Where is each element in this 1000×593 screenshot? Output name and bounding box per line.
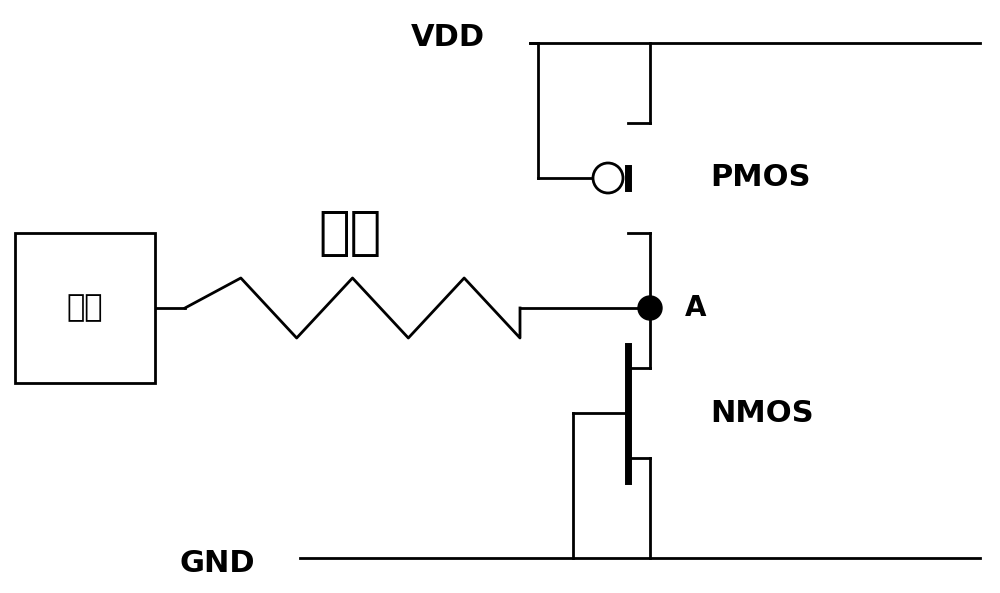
- Circle shape: [593, 163, 623, 193]
- Text: 婊盘: 婊盘: [67, 294, 103, 323]
- Text: GND: GND: [179, 549, 255, 578]
- Text: NMOS: NMOS: [710, 398, 814, 428]
- Text: 电阻: 电阻: [318, 207, 382, 259]
- FancyBboxPatch shape: [15, 233, 155, 383]
- Text: PMOS: PMOS: [710, 164, 810, 193]
- Text: VDD: VDD: [411, 24, 485, 53]
- Circle shape: [638, 296, 662, 320]
- Text: A: A: [685, 294, 706, 322]
